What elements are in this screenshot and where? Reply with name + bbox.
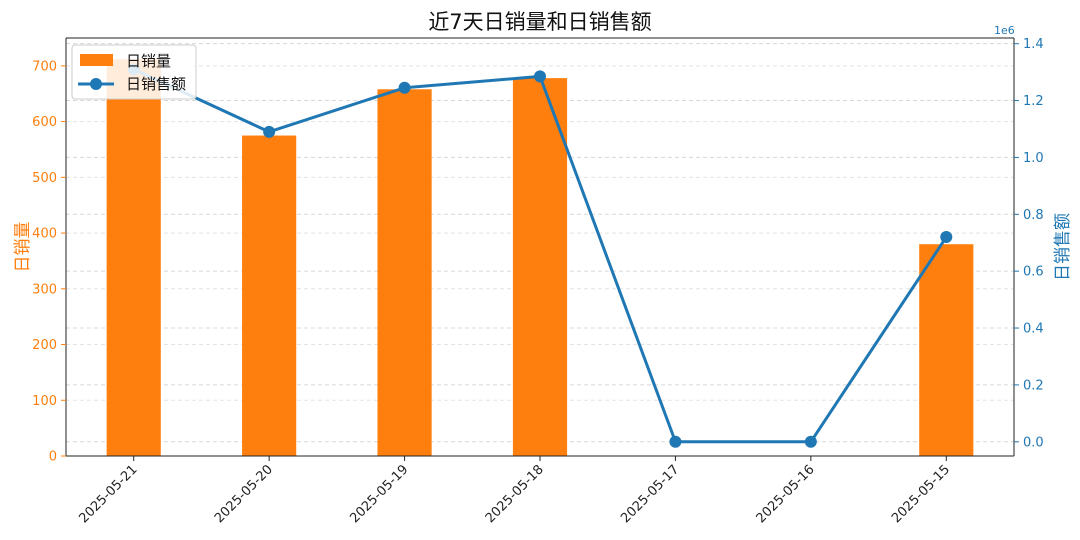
data-point [940, 231, 953, 244]
x-tick-label: 2025-05-16 [754, 462, 818, 526]
left-tick-label: 0 [49, 450, 57, 465]
left-tick-label: 600 [32, 115, 57, 130]
data-point [669, 435, 682, 448]
left-tick-label: 700 [32, 59, 57, 74]
right-tick-label: 1.2 [1023, 94, 1044, 109]
bar-series [106, 59, 974, 457]
left-tick-label: 500 [32, 171, 57, 186]
x-tick-label: 2025-05-15 [889, 462, 953, 526]
data-point [804, 435, 817, 448]
left-tick-label: 300 [32, 282, 57, 297]
right-tick-label: 0.4 [1023, 322, 1044, 337]
legend-swatch-bar [80, 54, 113, 66]
x-tick-label: 2025-05-18 [483, 462, 547, 526]
bar [242, 135, 297, 457]
x-tick-label: 2025-05-20 [212, 462, 276, 526]
right-tick-label: 0.6 [1023, 265, 1044, 280]
right-axis-multiplier: 1e6 [994, 24, 1015, 37]
bar [512, 78, 568, 457]
x-tick-label: 2025-05-19 [347, 462, 411, 526]
legend-label: 日销售额 [126, 75, 186, 93]
left-tick-label: 200 [32, 338, 57, 353]
left-tick-label: 400 [32, 227, 57, 242]
data-point [534, 70, 546, 83]
legend-label: 日销量 [126, 52, 171, 70]
right-tick-label: 0.0 [1023, 435, 1044, 450]
chart-title: 近7天日销量和日销售额 [428, 10, 651, 34]
right-tick-label: 0.2 [1023, 378, 1044, 393]
right-tick-label: 1.0 [1023, 151, 1044, 166]
x-tick-label: 2025-05-21 [77, 462, 141, 526]
data-point [263, 125, 276, 138]
data-point [398, 81, 411, 94]
left-axis-label: 日销量 [13, 222, 33, 273]
right-tick-label: 0.8 [1023, 208, 1044, 223]
x-tick-label: 2025-05-17 [618, 462, 682, 526]
bar [919, 244, 974, 456]
right-tick-label: 1.4 [1023, 37, 1044, 52]
legend-swatch-marker [90, 78, 102, 90]
bar [377, 89, 432, 457]
bar [106, 59, 161, 457]
line-series [127, 63, 953, 448]
left-tick-label: 100 [32, 394, 57, 409]
right-axis-label: 日销售额 [1053, 213, 1073, 281]
